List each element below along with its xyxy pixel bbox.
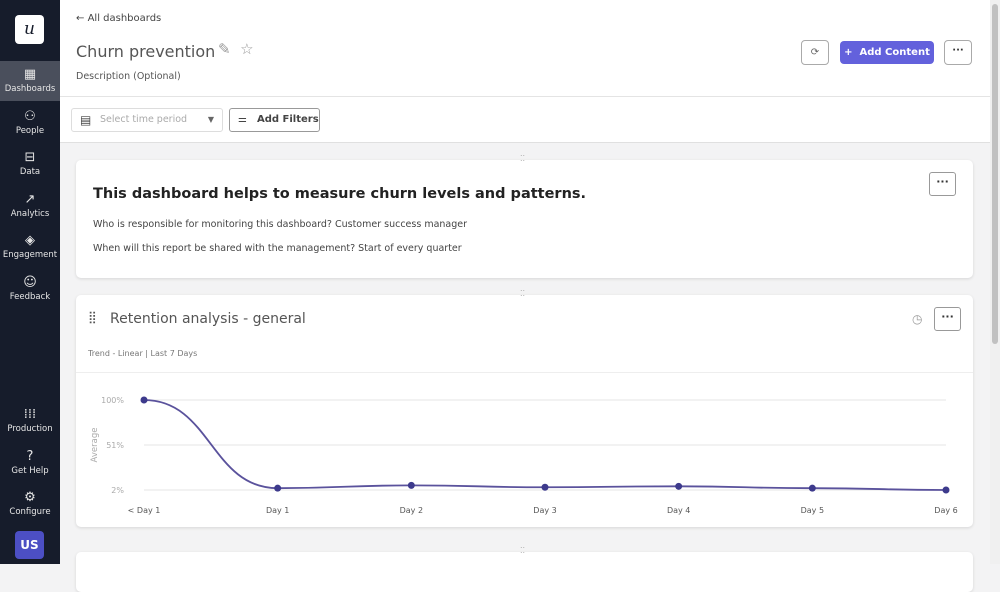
text-card: ⁚⁚ ··· This dashboard helps to measure c… [76,154,973,278]
card-more-button[interactable]: ··· [929,172,956,196]
x-tick-label: Day 2 [400,506,423,515]
sidebar-item-label: Dashboards [4,84,56,94]
help-icon: ? [26,448,34,464]
retention-icon: ⣿ [88,310,97,324]
drag-handle-icon[interactable]: ⁚⁚ [520,289,526,298]
x-tick-label: Day 5 [801,506,824,515]
sidebar-item-configure[interactable]: ⚙ Configure [0,484,60,524]
sidebar-item-label: Feedback [9,291,51,302]
data-point [541,483,549,491]
next-card: ⁚⁚ [76,546,973,592]
chart-icon: ↗ [24,191,36,207]
scrollbar[interactable] [990,0,1000,564]
add-content-button[interactable]: + Add Content [840,41,934,64]
sidebar-item-label: Analytics [10,208,50,219]
sidebar-item-people[interactable]: ⚇ People [0,103,60,143]
people-icon: ⚇ [24,108,36,124]
sidebar-item-engagement[interactable]: ◈ Engagement [0,227,60,267]
clock-icon[interactable]: ◷ [912,312,923,326]
card-title: Retention analysis - general [110,311,306,327]
sidebar-item-label: People [15,125,45,136]
arrow-left-icon: ← [76,13,85,24]
sidebar: u ▦ Dashboards ⚇ People ⊟ Data ↗ Analytics ◈ Enga… [0,0,60,564]
data-icon: ⊟ [24,150,36,165]
sidebar-item-label: Engagement [2,250,58,260]
x-tick-label: Day 1 [266,506,289,515]
pencil-icon[interactable]: ✎ [218,40,231,58]
apps-icon: ⁞⁞⁞ [23,407,37,422]
scrollbar-thumb[interactable] [992,4,998,344]
avatar[interactable]: US [15,531,44,559]
y-axis-label: Average [90,428,100,463]
sidebar-item-label: Get Help [11,465,49,476]
page-title: Churn prevention [76,42,216,61]
retention-chart: 100% 51% 2% Average < Day 1 Day 1 Day 2 Day 3 Da… [90,396,958,515]
gear-icon: ⚙ [24,490,36,505]
drag-handle-icon[interactable]: ⁚⁚ [520,546,526,555]
chevron-down-icon: ▼ [207,115,214,124]
sidebar-item-label: Production [7,424,53,434]
drag-handle-icon[interactable]: ⁚⁚ [520,154,526,163]
data-point [407,481,415,489]
sidebar-item-label: Data [19,167,41,177]
x-tick-label: Day 6 [934,506,957,515]
sidebar-item-analytics[interactable]: ↗ Analytics [0,186,60,226]
retention-card: ⁚⁚ ⣿ Retention analysis - general ◷ ··· … [76,289,973,527]
y-tick-label: 100% [101,396,124,405]
grid-icon: ▦ [23,67,37,82]
sidebar-item-get-help[interactable]: ? Get Help [0,443,60,483]
sidebar-item-dashboards[interactable]: ▦ Dashboards [0,61,60,101]
sliders-icon: ⚌ [238,114,247,125]
data-point [140,396,148,404]
more-button[interactable]: ··· [944,40,972,65]
layers-icon: ◈ [25,233,35,248]
x-tick-label: Day 3 [533,506,556,515]
x-tick-label: < Day 1 [128,506,161,515]
header: ← All dashboards Churn prevention ✎ ☆ De… [60,0,990,97]
refresh-button[interactable]: ⟳ [801,40,829,65]
star-icon[interactable]: ☆ [240,40,254,58]
add-filters-button[interactable]: ⚌ Add Filters [229,108,320,132]
data-point [942,486,950,494]
sidebar-item-data[interactable]: ⊟ Data [0,144,60,184]
data-point [675,482,683,490]
y-tick-label: 51% [106,441,124,450]
back-link[interactable]: ← All dashboards [76,13,162,24]
filter-bar: ▤ Select time period ▼ ⚌ Add Filters [60,97,990,143]
card-text: Who is responsible for monitoring this d… [93,219,468,230]
card-more-button[interactable]: ··· [934,307,961,331]
sidebar-item-label: Configure [9,507,51,517]
x-tick-label: Day 4 [667,506,690,515]
y-tick-label: 2% [111,486,124,495]
data-point [808,484,816,492]
sidebar-item-feedback[interactable]: ☺ Feedback [0,269,60,309]
description-field[interactable]: Description (Optional) [76,71,181,82]
logo[interactable]: u [15,15,44,44]
calendar-icon: ▤ [80,113,92,127]
time-period-select[interactable]: ▤ Select time period ▼ [71,108,223,132]
plus-icon: + [844,47,853,58]
card-heading: This dashboard helps to measure churn le… [93,186,587,202]
data-point [274,484,282,492]
chat-icon: ☺ [23,274,37,290]
card-text: When will this report be shared with the… [93,243,462,254]
sidebar-item-production[interactable]: ⁞⁞⁞ Production [0,401,60,441]
card-subtitle: Trend - Linear | Last 7 Days [88,349,198,358]
